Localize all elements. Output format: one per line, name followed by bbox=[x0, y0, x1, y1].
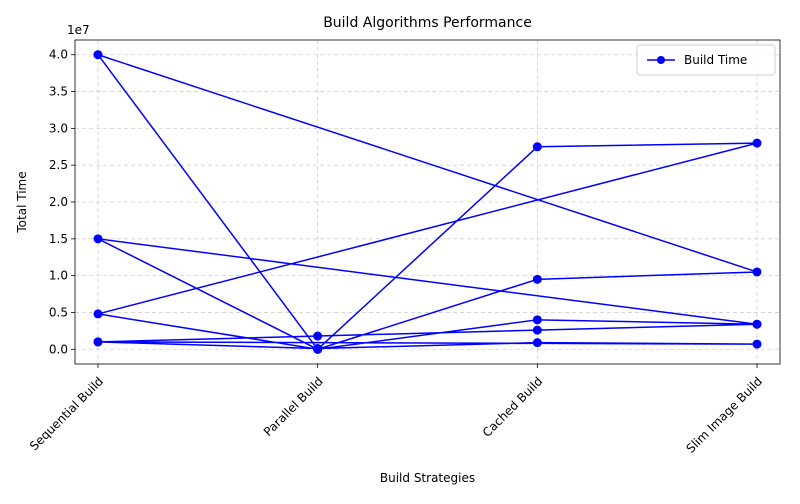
y-tick-label: 0.5 bbox=[49, 305, 68, 319]
legend-label-build-time: Build Time bbox=[684, 53, 747, 67]
y-tick-label: 4.0 bbox=[49, 48, 68, 62]
series-layer bbox=[93, 50, 762, 354]
data-point bbox=[532, 315, 542, 325]
chart-title: Build Algorithms Performance bbox=[323, 15, 532, 31]
y-axis-label: Total Time bbox=[15, 171, 29, 233]
legend-box bbox=[636, 44, 776, 76]
y-tick-label: 2.0 bbox=[49, 195, 68, 209]
data-point bbox=[532, 142, 542, 152]
data-point bbox=[752, 339, 762, 349]
data-point bbox=[93, 234, 103, 244]
data-point bbox=[93, 337, 103, 347]
legend-marker-swatch bbox=[657, 56, 665, 64]
y-tick-label: 1.5 bbox=[49, 232, 68, 246]
y-tick-label: 3.0 bbox=[49, 121, 68, 135]
data-point bbox=[93, 50, 103, 60]
y-tick-label: 1.0 bbox=[49, 269, 68, 283]
data-point bbox=[93, 309, 103, 319]
x-axis-label: Build Strategies bbox=[380, 471, 475, 485]
data-point bbox=[752, 267, 762, 277]
data-point bbox=[752, 319, 762, 329]
data-point bbox=[532, 338, 542, 348]
legend: Build Time bbox=[636, 44, 776, 76]
data-point bbox=[313, 344, 323, 354]
y-tick-label: 3.5 bbox=[49, 85, 68, 99]
y-tick-label: 0.0 bbox=[49, 342, 68, 356]
grid bbox=[75, 40, 780, 364]
data-point bbox=[313, 331, 323, 341]
y-axis-offset-label: 1e7 bbox=[67, 23, 90, 37]
y-tick-label: 2.5 bbox=[49, 158, 68, 172]
data-point bbox=[752, 138, 762, 148]
data-point bbox=[532, 325, 542, 335]
data-point bbox=[532, 274, 542, 284]
